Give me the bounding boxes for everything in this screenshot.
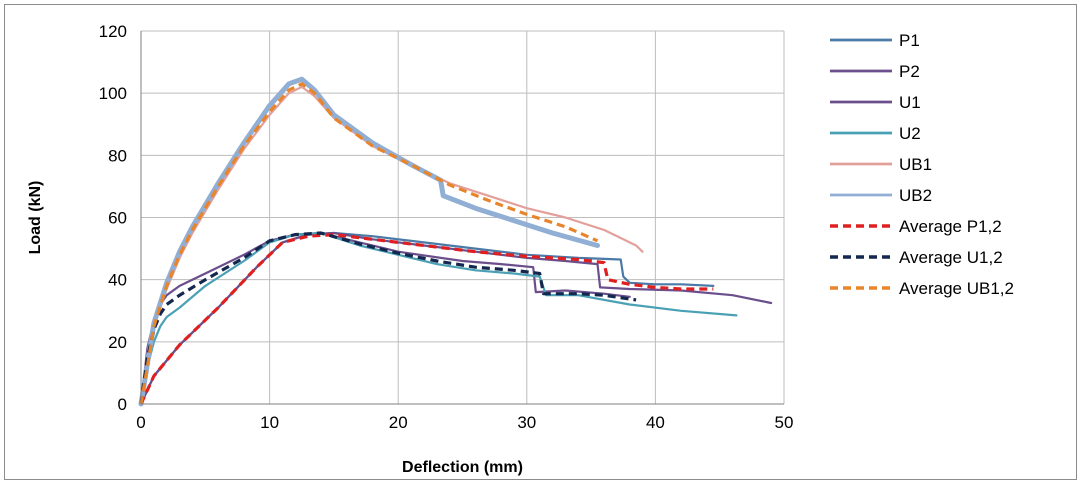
legend-label-average-p1-2: Average P1,2: [899, 217, 1002, 236]
legend: P1 P2 U1 U2 UB1 UB2 Average P1,2 Average U1,2 Av…: [830, 31, 1014, 298]
series-line-average-u1-2: [139, 231, 637, 405]
tick-labels: 0 10 20 30 40 50 0 20 40 60 80 100 120: [99, 22, 794, 432]
series-line-ub1: [139, 85, 644, 406]
legend-label-ub2: UB2: [899, 186, 932, 205]
y-tick-label: 60: [108, 209, 127, 228]
gridlines: [140, 30, 785, 405]
series-line-u1: [139, 231, 631, 406]
legend-label-average-ub1-2: Average UB1,2: [899, 279, 1014, 298]
x-tick-label: 0: [136, 413, 145, 432]
series-line-p1: [139, 231, 715, 406]
series-layer: [138, 76, 773, 407]
x-tick-label: 10: [260, 413, 279, 432]
y-tick-label: 20: [108, 333, 127, 352]
legend-label-ub1: UB1: [899, 155, 932, 174]
y-tick-label: 80: [108, 146, 127, 165]
series-line-ub2: [138, 76, 600, 407]
legend-label-p1: P1: [899, 31, 920, 50]
y-tick-label: 0: [118, 395, 127, 414]
y-axis-title: Load (kN): [27, 181, 44, 255]
axes: [140, 31, 784, 405]
x-tick-label: 30: [517, 413, 536, 432]
series-line-average-p1-2: [139, 233, 714, 405]
legend-label-average-u1-2: Average U1,2: [899, 248, 1003, 267]
x-tick-label: 20: [389, 413, 408, 432]
legend-label-u2: U2: [899, 124, 921, 143]
x-axis-title: Deflection (mm): [402, 459, 523, 476]
x-tick-label: 50: [775, 413, 794, 432]
legend-label-u1: U1: [899, 93, 921, 112]
x-tick-label: 40: [646, 413, 665, 432]
legend-label-p2: P2: [899, 62, 920, 81]
y-tick-label: 120: [99, 22, 127, 41]
y-tick-label: 100: [99, 84, 127, 103]
y-tick-label: 40: [108, 271, 127, 290]
